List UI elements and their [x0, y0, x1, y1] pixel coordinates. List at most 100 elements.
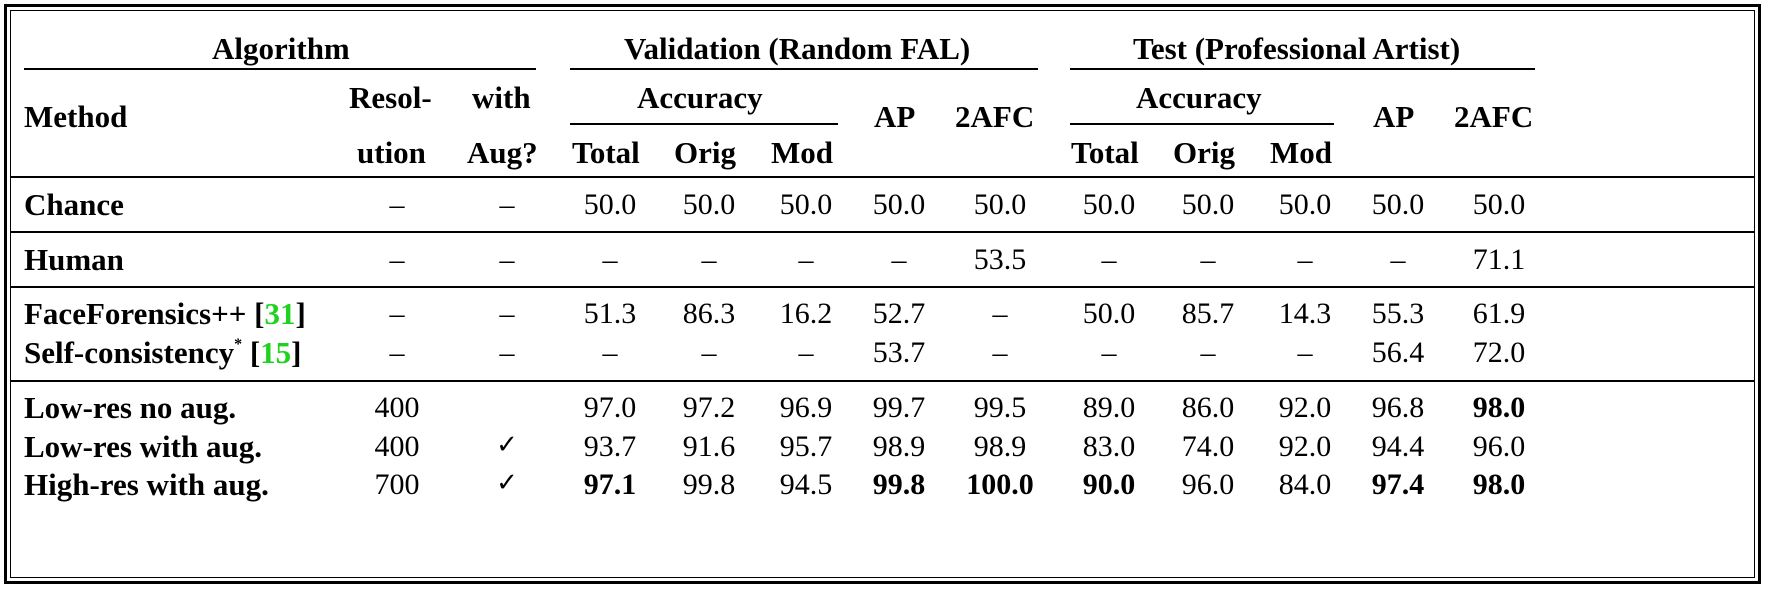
rule-validation [570, 68, 1038, 70]
cell-validation: – [701, 336, 717, 369]
cell-test: 97.4 [1371, 468, 1425, 501]
cell-validation: 98.9 [872, 430, 926, 463]
cell-validation: – [602, 336, 618, 369]
cell-validation: 97.0 [583, 391, 637, 424]
check-icon: ✓ [496, 468, 518, 498]
cell-test: 14.3 [1278, 297, 1332, 330]
cell-test: 50.0 [1278, 188, 1332, 221]
cell-validation: 51.3 [583, 297, 637, 330]
method-name: Low-res no aug. [24, 390, 237, 425]
header-val-mod: Mod [771, 135, 833, 170]
cell-validation: 53.5 [973, 243, 1027, 276]
row-method: Low-res with aug. [24, 431, 262, 462]
cell-test: 50.0 [1082, 297, 1136, 330]
header-resolution-line2: ution [357, 135, 426, 170]
cell-augmentation: – [499, 336, 515, 369]
cell-test: 50.0 [1472, 188, 1526, 221]
header-algorithm: Algorithm [212, 31, 350, 66]
header-test-accuracy: Accuracy [1136, 80, 1262, 115]
cell-validation: 99.5 [973, 391, 1027, 424]
cell-test: 61.9 [1472, 297, 1526, 330]
cell-test: 96.0 [1472, 430, 1526, 463]
header-method: Method [24, 99, 128, 134]
header-val-total: Total [572, 135, 640, 170]
cell-test: 83.0 [1082, 430, 1136, 463]
header-test-total: Total [1071, 135, 1139, 170]
cell-resolution: 400 [374, 391, 420, 424]
cell-test: – [1101, 243, 1117, 276]
header-val-ap: AP [874, 99, 916, 134]
cell-augmentation: – [499, 188, 515, 221]
header-val-2afc: 2AFC [955, 99, 1035, 134]
header-val-accuracy: Accuracy [637, 80, 763, 115]
rule-after-chance [10, 231, 1755, 233]
method-name: Chance [24, 187, 124, 222]
row-method: Self-consistency* [15] [24, 335, 302, 370]
header-test-2afc: 2AFC [1454, 99, 1534, 134]
method-name: Self-consistency [24, 335, 235, 370]
rule-test [1070, 68, 1535, 70]
cell-validation: – [891, 243, 907, 276]
cell-test: 89.0 [1082, 391, 1136, 424]
cell-test: 86.0 [1181, 391, 1235, 424]
header-validation: Validation (Random FAL) [624, 31, 971, 66]
citation-link[interactable]: 15 [260, 335, 292, 370]
cell-test: 50.0 [1181, 188, 1235, 221]
cell-validation: – [992, 297, 1008, 330]
citation-link[interactable]: 31 [264, 296, 296, 331]
cell-test: 94.4 [1371, 430, 1425, 463]
table-inner-border [10, 10, 1755, 578]
rule-after-baselines [10, 380, 1755, 382]
header-test-ap: AP [1373, 99, 1415, 134]
cell-test: – [1390, 243, 1406, 276]
cell-validation: – [701, 243, 717, 276]
cell-validation: – [602, 243, 618, 276]
cell-validation: 93.7 [583, 430, 637, 463]
cell-test: – [1297, 243, 1313, 276]
cell-test: 55.3 [1371, 297, 1425, 330]
row-method: High-res with aug. [24, 469, 269, 500]
rule-test-accuracy [1070, 123, 1334, 125]
cell-validation: 95.7 [779, 430, 833, 463]
cell-validation: 99.7 [872, 391, 926, 424]
rule-algorithm [24, 68, 536, 70]
cell-resolution: – [389, 336, 405, 369]
cell-test: – [1200, 243, 1216, 276]
row-method: Low-res no aug. [24, 392, 236, 423]
method-footnote-mark: * [234, 336, 243, 353]
row-method: Human [24, 244, 124, 275]
cell-validation: – [798, 336, 814, 369]
cell-augmentation: – [499, 297, 515, 330]
cell-test: 71.1 [1472, 243, 1526, 276]
header-resolution-line1: Resol- [349, 80, 432, 115]
header-test: Test (Professional Artist) [1133, 31, 1461, 66]
cell-validation: 94.5 [779, 468, 833, 501]
cell-validation: 86.3 [682, 297, 736, 330]
cell-test: 84.0 [1278, 468, 1332, 501]
cell-test: 92.0 [1278, 391, 1332, 424]
row-method: FaceForensics++ [31] [24, 298, 306, 329]
cell-augmentation: – [499, 243, 515, 276]
method-name: High-res with aug. [24, 467, 269, 502]
cell-test: 74.0 [1181, 430, 1235, 463]
cell-validation: 50.0 [583, 188, 637, 221]
cell-resolution: 700 [374, 468, 420, 501]
cell-validation: 53.7 [872, 336, 926, 369]
method-bracket-close: ] [295, 296, 306, 331]
method-bracket-close: ] [291, 335, 302, 370]
cell-test: 50.0 [1082, 188, 1136, 221]
cell-test: 85.7 [1181, 297, 1235, 330]
cell-validation: 50.0 [973, 188, 1027, 221]
header-test-orig: Orig [1173, 135, 1235, 170]
cell-validation: – [992, 336, 1008, 369]
cell-validation: 50.0 [872, 188, 926, 221]
rule-after-human [10, 286, 1755, 288]
cell-validation: 52.7 [872, 297, 926, 330]
cell-test: 92.0 [1278, 430, 1332, 463]
cell-resolution: – [389, 243, 405, 276]
header-test-mod: Mod [1270, 135, 1332, 170]
header-val-orig: Orig [674, 135, 736, 170]
method-bracket-open: [ [242, 335, 261, 370]
check-icon: ✓ [496, 430, 518, 460]
rule-header-bottom [10, 176, 1755, 178]
